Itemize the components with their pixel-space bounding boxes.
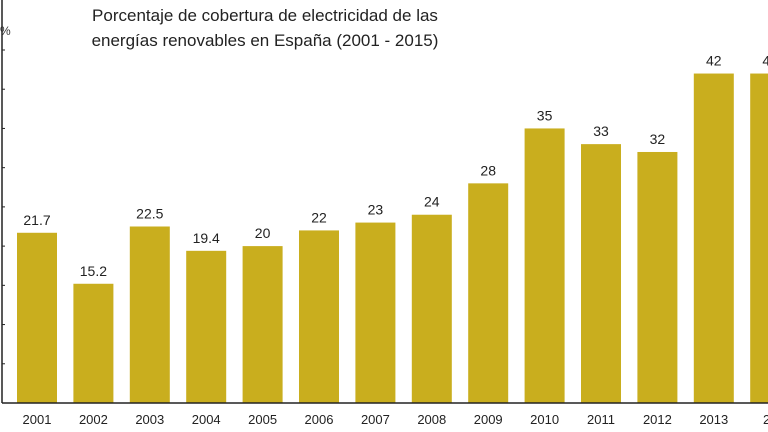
- x-tick-label-2013: 2013: [699, 412, 728, 427]
- axes-group: [1, 0, 768, 404]
- data-labels-group: 21.7 15.2 22.5 19.4 20 22 23 24 28 35 33 32 42 42: [23, 53, 768, 279]
- data-label-2002: 15.2: [80, 263, 107, 279]
- x-tick-label-2012: 2012: [643, 412, 672, 427]
- data-label-2001: 21.7: [23, 212, 50, 228]
- x-tick-label-2005: 2005: [248, 412, 277, 427]
- x-tick-label-2009: 2009: [474, 412, 503, 427]
- data-label-2013: 42: [706, 53, 722, 69]
- chart-title-line-1: Porcentaje de cobertura de electricidad …: [92, 6, 438, 25]
- x-tick-label-2010: 2010: [530, 412, 559, 427]
- bar-2004: [186, 250, 227, 403]
- x-tick-label-2007: 2007: [361, 412, 390, 427]
- chart-title-line-2: energías renovables en España (2001 - 20…: [91, 31, 439, 50]
- data-label-2006: 22: [311, 209, 327, 225]
- x-tick-label-2006: 2006: [305, 412, 334, 427]
- bar-2001: [17, 232, 57, 403]
- bar-2002: [73, 283, 114, 403]
- data-label-2011: 33: [593, 123, 609, 139]
- bar-2014: [750, 73, 768, 404]
- bar-2003: [129, 226, 170, 403]
- bar-2008: [411, 214, 452, 403]
- bars-group: [17, 73, 768, 404]
- chart-title: Porcentaje de cobertura de electricidad …: [30, 3, 500, 53]
- bar-2005: [242, 246, 283, 403]
- bar-2011: [581, 144, 621, 403]
- data-label-2005: 20: [255, 225, 271, 241]
- bar-2006: [299, 230, 339, 403]
- x-tick-label-2002: 2002: [79, 412, 108, 427]
- data-label-2012: 32: [650, 131, 666, 147]
- x-tick-label-2003: 2003: [135, 412, 164, 427]
- bar-2012: [637, 151, 678, 403]
- data-label-2004: 19.4: [193, 230, 220, 246]
- data-label-2014: 42: [762, 53, 768, 69]
- x-tick-label-2014: 20: [763, 412, 768, 427]
- data-label-2007: 23: [368, 202, 384, 218]
- data-label-2003: 22.5: [136, 206, 163, 222]
- bar-2009: [468, 183, 509, 403]
- bar-2010: [524, 128, 565, 403]
- x-tick-labels-group: 2001 2002 2003 2004 2005 2006 2007 2008 2009 2010…: [23, 412, 768, 427]
- bar-2007: [355, 222, 396, 403]
- x-tick-label-2011: 2011: [587, 412, 615, 427]
- x-tick-label-2001: 2001: [23, 412, 52, 427]
- y-axis-label: %: [0, 24, 11, 38]
- data-label-2009: 28: [480, 162, 496, 178]
- data-label-2008: 24: [424, 194, 440, 210]
- bar-2013: [693, 73, 734, 404]
- data-label-2010: 35: [537, 107, 553, 123]
- x-tick-label-2004: 2004: [192, 412, 221, 427]
- x-tick-label-2008: 2008: [417, 412, 446, 427]
